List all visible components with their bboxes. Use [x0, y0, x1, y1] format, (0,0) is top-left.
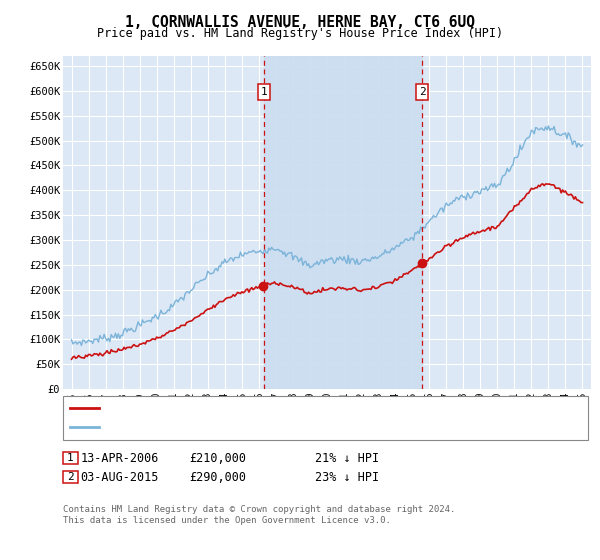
Text: 23% ↓ HPI: 23% ↓ HPI [315, 470, 379, 484]
Bar [264, 56, 422, 389]
Text: 2: 2 [419, 87, 425, 97]
Text: 1, CORNWALLIS AVENUE, HERNE BAY, CT6 6UQ: 1, CORNWALLIS AVENUE, HERNE BAY, CT6 6UQ [125, 15, 475, 30]
Text: 13-APR-2006: 13-APR-2006 [80, 451, 158, 465]
Text: Price paid vs. HM Land Registry's House Price Index (HPI): Price paid vs. HM Land Registry's House … [97, 27, 503, 40]
Text: 1: 1 [67, 453, 74, 463]
Text: £290,000: £290,000 [189, 470, 246, 484]
Text: HPI: Average price, detached house, Canterbury: HPI: Average price, detached house, Cant… [103, 422, 391, 432]
Text: £210,000: £210,000 [189, 451, 246, 465]
Text: 03-AUG-2015: 03-AUG-2015 [80, 470, 158, 484]
Text: Contains HM Land Registry data © Crown copyright and database right 2024.
This d: Contains HM Land Registry data © Crown c… [63, 505, 455, 525]
Text: 2: 2 [67, 472, 74, 482]
Text: 1, CORNWALLIS AVENUE, HERNE BAY, CT6 6UQ (detached house): 1, CORNWALLIS AVENUE, HERNE BAY, CT6 6UQ… [103, 403, 460, 413]
Text: 21% ↓ HPI: 21% ↓ HPI [315, 451, 379, 465]
Text: 1: 1 [260, 87, 267, 97]
